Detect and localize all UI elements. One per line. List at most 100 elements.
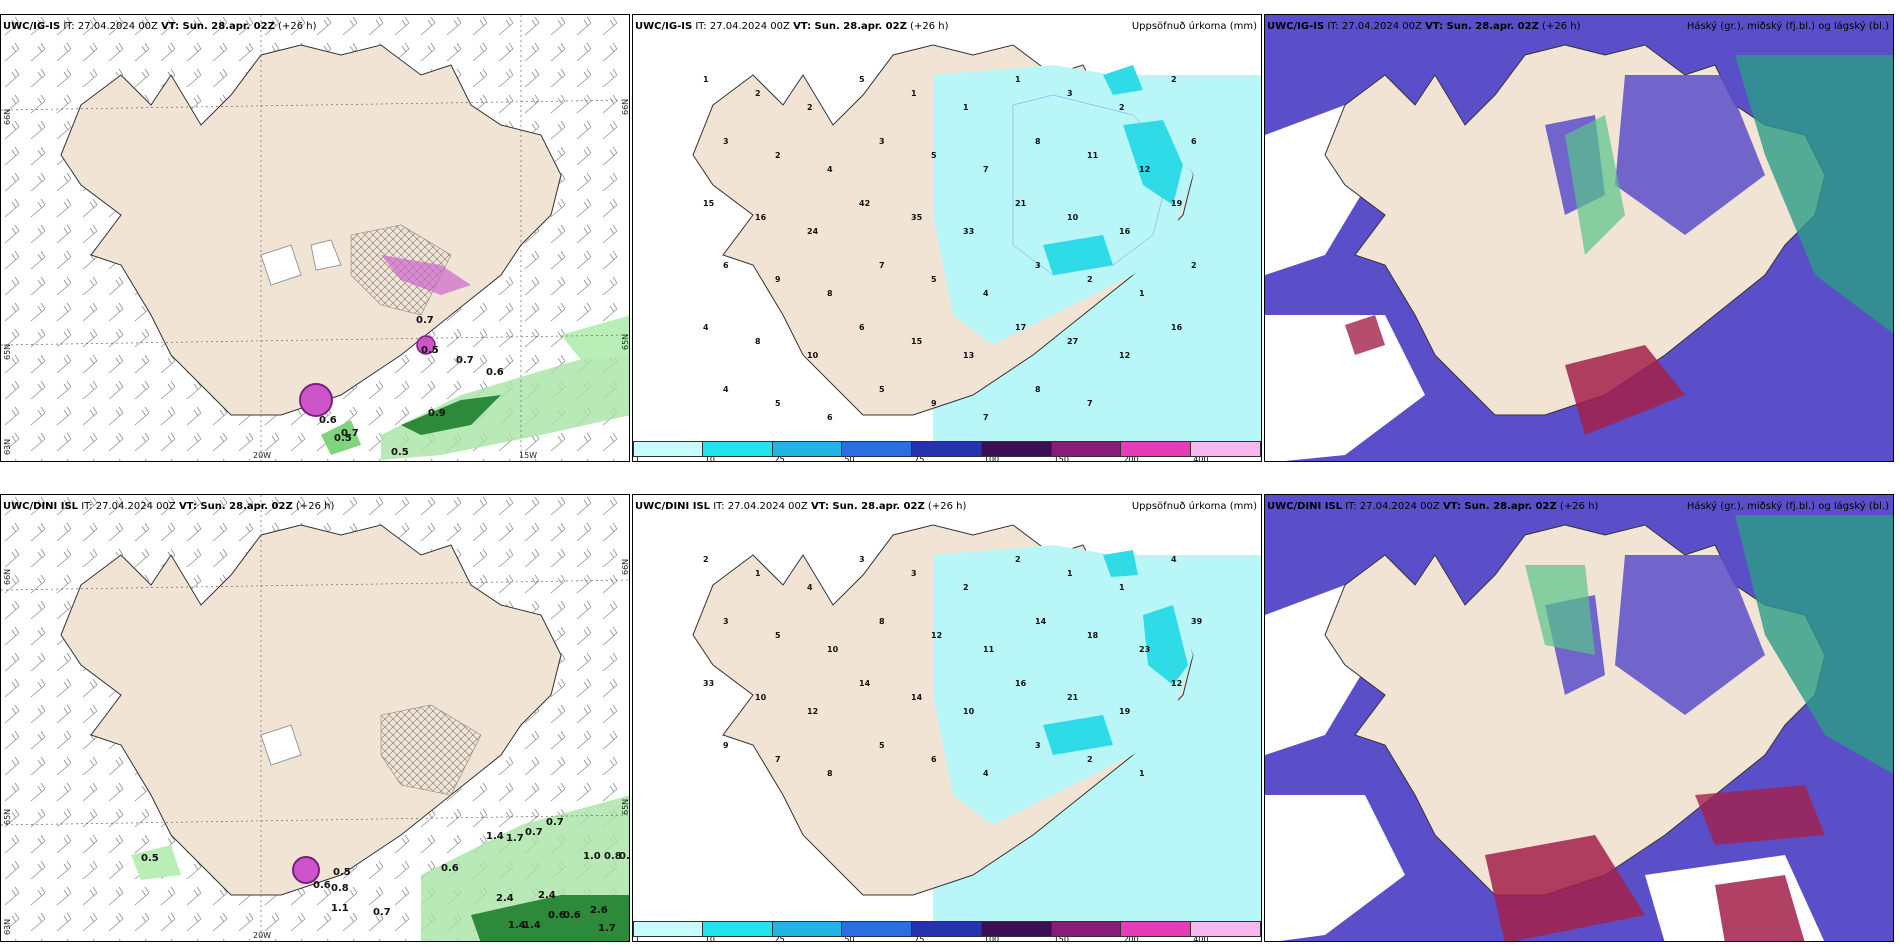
iceland-outline [60, 524, 562, 896]
panel-dini-wind: UWC/DINI ISL IT: 27.04.2024 00Z VT: Sun.… [0, 494, 630, 942]
colorbar-segment [842, 441, 913, 457]
precip-amount: 42 [859, 199, 871, 208]
precip-amount: 11 [1087, 151, 1099, 160]
colorbar-segment [842, 921, 913, 937]
colorbar-label: 100 [983, 455, 1000, 462]
colorbar-segment [702, 921, 773, 937]
model-name: UWC/IG-IS [635, 21, 693, 32]
colorbar-label: 10 [704, 935, 715, 942]
precip-value: 0.7 [525, 827, 543, 838]
precip-map [692, 524, 1261, 921]
precip-amount: 1 [1067, 569, 1073, 578]
precip-value: 0.8 [604, 851, 622, 862]
init-time: IT: 27.04.2024 00Z [81, 501, 176, 512]
precip-map [692, 44, 1261, 441]
colorbar: 1 10 25 50 75 100 150 200 400 [633, 921, 1261, 941]
precip-amount: 2 [1087, 755, 1093, 764]
colorbar-segment [702, 441, 773, 457]
precip-amount: 5 [859, 75, 865, 84]
precip-amount: 6 [931, 755, 937, 764]
lat-tick: 65N [621, 333, 630, 350]
model-name: UWC/DINI ISL [635, 501, 711, 512]
precip-amount: 27 [1067, 337, 1079, 346]
precip-amount: 3 [723, 617, 729, 626]
precip-amount: 6 [723, 261, 729, 270]
colorbar-segment [772, 921, 843, 937]
precip-amount: 2 [1119, 103, 1125, 112]
precip-amount: 10 [1067, 213, 1079, 222]
precip-amount: 16 [1171, 323, 1183, 332]
colorbar-label: 25 [774, 935, 785, 942]
precip-value: 0.5 [421, 345, 439, 356]
colorbar-segment [1121, 921, 1192, 937]
precip-amount: 4 [827, 165, 833, 174]
precip-amount: 3 [1035, 741, 1041, 750]
lon-tick: 20W [253, 931, 272, 940]
lead-time: (+26 h) [1542, 21, 1581, 32]
precip-amount: 13 [963, 351, 975, 360]
precip-amount: 7 [879, 261, 885, 270]
precip-amount: 4 [807, 583, 813, 592]
precip-amount: 17 [1015, 323, 1027, 332]
precip-amount: 5 [879, 385, 885, 394]
model-name: UWC/IG-IS [3, 21, 61, 32]
precip-amount: 5 [931, 275, 937, 284]
precip-amount: 2 [807, 103, 813, 112]
colorbar-label: 200 [1123, 455, 1139, 462]
precip-amount: 3 [1067, 89, 1073, 98]
precip-amount: 5 [931, 151, 937, 160]
precip-amount: 9 [931, 399, 937, 408]
precip-amount: 5 [775, 631, 781, 640]
valid-time: VT: Sun. 28.apr. 02Z [1442, 501, 1557, 512]
init-time: IT: 27.04.2024 00Z [1345, 501, 1440, 512]
precip-value: 1.7 [506, 833, 524, 844]
valid-time: VT: Sun. 28.apr. 02Z [161, 21, 275, 32]
precip-amount: 6 [859, 323, 865, 332]
lon-tick: 20W [253, 451, 272, 460]
precip-amount: 18 [1087, 631, 1099, 640]
lat-tick: 65N [3, 808, 12, 825]
precip-amount: 4 [703, 323, 709, 332]
map-title: Uppsöfnuð úrkoma (mm) [1131, 501, 1257, 512]
precip-value: 0.8 [331, 883, 349, 894]
precip-amount: 19 [1171, 199, 1183, 208]
colorbar-label: 10 [704, 455, 715, 462]
precip-amount: 1 [1119, 583, 1125, 592]
precip-amount: 2 [1191, 261, 1197, 270]
precip-value: 1.4 [523, 920, 541, 931]
precip-amount: 1 [1015, 75, 1021, 84]
precip-value: 2.4 [496, 893, 514, 904]
precip-amount: 5 [879, 741, 885, 750]
lead-time: (+26 h) [910, 21, 949, 32]
colorbar-segment [772, 441, 843, 457]
precip-amount: 6 [827, 413, 833, 422]
valid-time: VT: Sun. 28.apr. 02Z [810, 501, 925, 512]
precip-value: 0.9 [428, 408, 446, 419]
precip-amount: 10 [827, 645, 839, 654]
colorbar-segment [633, 921, 703, 937]
init-time: IT: 27.04.2024 00Z [1327, 21, 1422, 32]
precip-amount: 6 [1191, 137, 1197, 146]
colorbar-label: 75 [914, 455, 925, 462]
cloud-map [1265, 15, 1893, 461]
precip-value: 0.7 [373, 907, 391, 918]
precip-amount: 7 [1087, 399, 1093, 408]
lead-time: (+26 h) [278, 21, 317, 32]
lat-tick: 65N [3, 343, 12, 360]
lat-tick: 63N [3, 918, 12, 935]
precip-amount: 12 [1171, 679, 1183, 688]
iceland-outline [60, 44, 562, 416]
precip-amount: 7 [983, 165, 989, 174]
precip-value: 1.1 [331, 903, 349, 914]
precip-amount: 7 [983, 413, 989, 422]
init-time: IT: 27.04.2024 00Z [63, 21, 158, 32]
lead-time: (+26 h) [927, 501, 967, 512]
colorbar-label: 1 [635, 935, 641, 942]
precip-value: 0.6 [486, 367, 504, 378]
precip-value: 0.5 [141, 853, 159, 864]
precip-amount: 10 [755, 693, 767, 702]
precip-amount: 7 [775, 755, 781, 764]
precip-amount: 3 [1035, 261, 1041, 270]
precip-amount: 23 [1139, 645, 1151, 654]
precip-value: 0.6 [563, 910, 581, 921]
